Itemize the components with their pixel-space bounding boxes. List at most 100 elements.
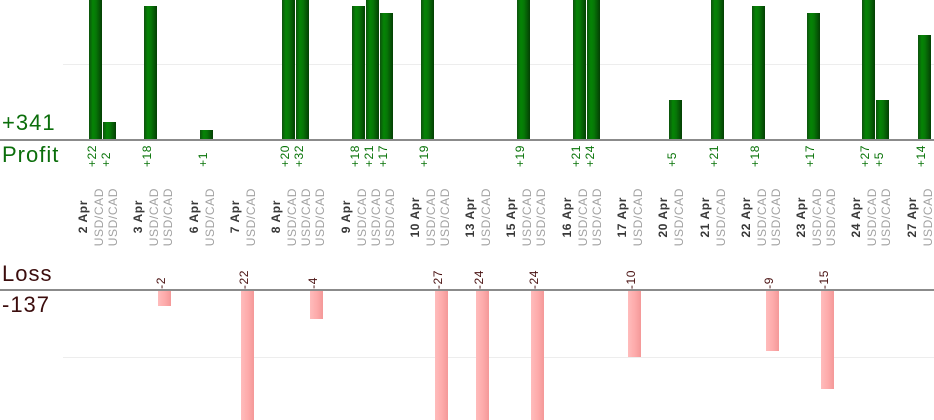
- profit-value-label: +21: [707, 142, 721, 167]
- profit-value-label-text: +20: [278, 144, 292, 167]
- instrument-label: USD/CAD: [479, 181, 493, 253]
- instrument-label-text: USD/CAD: [865, 187, 879, 247]
- instrument-label: USD/CAD: [576, 181, 590, 253]
- date-label-text: 17 Apr: [615, 196, 629, 238]
- profit-value-label-text: +17: [376, 144, 390, 167]
- profit-value-label-text: +19: [417, 144, 431, 167]
- loss-value-label: -24: [472, 256, 486, 289]
- instrument-label-text: USD/CAD: [161, 187, 175, 247]
- date-label: 13 Apr: [463, 181, 477, 253]
- profit-value-label: +2: [99, 142, 113, 167]
- instrument-label-text: USD/CAD: [369, 187, 383, 247]
- instrument-label-text: USD/CAD: [714, 187, 728, 247]
- profit-bar: [862, 0, 875, 139]
- loss-bar: [158, 291, 171, 306]
- instrument-label-text: USD/CAD: [576, 187, 590, 247]
- date-label-text: 16 Apr: [560, 196, 574, 238]
- instrument-label: USD/CAD: [203, 181, 217, 253]
- loss-total: -137: [2, 292, 51, 317]
- instrument-label: USD/CAD: [879, 181, 893, 253]
- loss-value-label-text: -24: [472, 269, 486, 289]
- instrument-label: USD/CAD: [106, 181, 120, 253]
- profit-value-label: +32: [292, 142, 306, 167]
- instrument-label: USD/CAD: [369, 181, 383, 253]
- profit-value-label-text: +5: [872, 152, 886, 167]
- date-label-text: 15 Apr: [504, 196, 518, 238]
- loss-bar: [476, 291, 489, 420]
- date-label: 22 Apr: [739, 181, 753, 253]
- date-label-text: 20 Apr: [656, 196, 670, 238]
- date-label: 10 Apr: [408, 181, 422, 253]
- instrument-label-text: USD/CAD: [313, 187, 327, 247]
- profit-value-label: +14: [914, 142, 928, 167]
- profit-bar: [669, 100, 682, 139]
- instrument-label-text: USD/CAD: [424, 187, 438, 247]
- date-label-text: 22 Apr: [739, 196, 753, 238]
- profit-value-label-text: +2: [99, 152, 113, 167]
- profit-value-label: +27: [858, 142, 872, 167]
- instrument-label: USD/CAD: [631, 181, 645, 253]
- profit-value-label: +22: [85, 142, 99, 167]
- profit-bar: [366, 0, 379, 139]
- instrument-label: USD/CAD: [424, 181, 438, 253]
- loss-value-label: -24: [527, 256, 541, 289]
- profit-value-label-text: +21: [362, 144, 376, 167]
- profit-gridline: [63, 64, 934, 65]
- date-label-text: 9 Apr: [339, 200, 353, 234]
- date-label: 7 Apr: [228, 181, 242, 253]
- instrument-label-text: USD/CAD: [879, 187, 893, 247]
- instrument-label: USD/CAD: [755, 181, 769, 253]
- profit-bar: [517, 0, 530, 139]
- profit-bar: [587, 0, 600, 139]
- instrument-label-text: USD/CAD: [824, 187, 838, 247]
- instrument-label: USD/CAD: [810, 181, 824, 253]
- profit-bar: [876, 100, 889, 139]
- date-label: 8 Apr: [269, 181, 283, 253]
- instrument-label: USD/CAD: [865, 181, 879, 253]
- instrument-label: USD/CAD: [769, 181, 783, 253]
- profit-bar: [89, 0, 102, 139]
- date-label: 15 Apr: [504, 181, 518, 253]
- instrument-label-text: USD/CAD: [769, 187, 783, 247]
- instrument-label-text: USD/CAD: [810, 187, 824, 247]
- date-label-text: 10 Apr: [408, 196, 422, 238]
- instrument-label-text: USD/CAD: [355, 187, 369, 247]
- instrument-label-text: USD/CAD: [203, 187, 217, 247]
- instrument-label: USD/CAD: [299, 181, 313, 253]
- profit-value-label: +18: [748, 142, 762, 167]
- date-label-text: 2 Apr: [76, 200, 90, 234]
- date-label-text: 24 Apr: [849, 196, 863, 238]
- profit-value-label: +17: [376, 142, 390, 167]
- loss-value-label-text: -24: [527, 269, 541, 289]
- profit-axis-line: [0, 139, 934, 141]
- profit-total: +341: [2, 110, 56, 135]
- profit-value-label: +5: [665, 142, 679, 167]
- instrument-label-text: USD/CAD: [244, 187, 258, 247]
- date-label-text: 6 Apr: [187, 200, 201, 234]
- loss-bar: [766, 291, 779, 351]
- profit-bar: [282, 0, 295, 139]
- loss-value-label-text: -22: [237, 269, 251, 289]
- instrument-label-text: USD/CAD: [534, 187, 548, 247]
- loss-value-label: -10: [624, 256, 638, 289]
- instrument-label: USD/CAD: [92, 181, 106, 253]
- loss-value-label-text: -4: [306, 277, 320, 289]
- loss-value-label-text: -15: [817, 269, 831, 289]
- date-label-text: 23 Apr: [794, 196, 808, 238]
- date-label: 6 Apr: [187, 181, 201, 253]
- instrument-label-text: USD/CAD: [631, 187, 645, 247]
- profit-value-label: +19: [513, 142, 527, 167]
- date-label-text: 13 Apr: [463, 196, 477, 238]
- profit-bar: [352, 6, 365, 139]
- profit-bar: [144, 6, 157, 139]
- loss-bar: [310, 291, 323, 319]
- date-label-text: 8 Apr: [269, 200, 283, 234]
- loss-bar: [435, 291, 448, 420]
- loss-value-label: -27: [431, 256, 445, 289]
- instrument-label: USD/CAD: [313, 181, 327, 253]
- instrument-label-text: USD/CAD: [438, 187, 452, 247]
- loss-value-label-text: -2: [154, 277, 168, 289]
- instrument-label-text: USD/CAD: [520, 187, 534, 247]
- loss-value-label: -4: [306, 256, 320, 289]
